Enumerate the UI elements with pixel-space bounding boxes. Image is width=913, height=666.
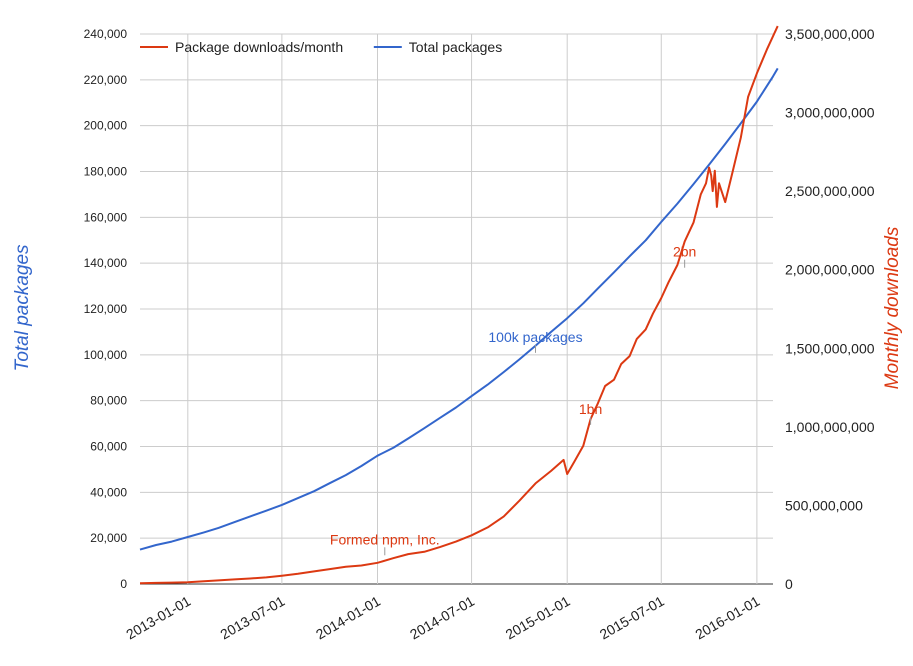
x-tick-label: 2014-01-01 (313, 593, 383, 643)
left-tick-label: 160,000 (84, 210, 128, 224)
x-tick-label: 2015-01-01 (503, 593, 573, 643)
legend-label: Package downloads/month (175, 39, 343, 55)
annotation-label: 2bn (673, 244, 696, 260)
right-tick-label: 0 (785, 576, 793, 592)
left-tick-label: 220,000 (84, 73, 128, 87)
annotation-layer: Formed npm, Inc. 100k packages 1bn 2bn (330, 244, 696, 556)
right-tick-label: 2,000,000,000 (785, 262, 875, 278)
right-tick-label: 3,500,000,000 (785, 26, 875, 42)
left-tick-label: 240,000 (84, 27, 128, 41)
right-tick-label: 2,500,000,000 (785, 183, 875, 199)
x-tick-label: 2014-07-01 (407, 593, 477, 643)
left-tick-label: 100,000 (84, 348, 128, 362)
right-tick-label: 1,000,000,000 (785, 419, 875, 435)
right-tick-label: 500,000,000 (785, 497, 863, 513)
x-tick-label: 2015-07-01 (597, 593, 667, 643)
left-tick-label: 80,000 (90, 394, 127, 408)
right-tick-label: 1,500,000,000 (785, 340, 875, 356)
left-tick-label: 20,000 (90, 531, 127, 545)
gridlines (140, 33, 773, 585)
x-axis-ticks: 2013-01-01 2013-07-01 2014-01-01 2014-07-01… (123, 593, 762, 643)
x-tick-label: 2013-07-01 (217, 593, 287, 643)
series-line-downloads (139, 25, 779, 585)
left-tick-label: 140,000 (84, 256, 128, 270)
series-line-total-packages (139, 67, 779, 551)
right-tick-label: 3,000,000,000 (785, 105, 875, 121)
legend-label: Total packages (409, 39, 502, 55)
left-tick-label: 60,000 (90, 440, 127, 454)
right-axis-ticks: 0 500,000,000 1,000,000,000 1,500,000,000 2,… (785, 26, 875, 592)
left-axis-ticks: 0 20,000 40,000 60,000 80,000 100,000 120,000 1… (84, 27, 128, 591)
x-tick-label: 2013-01-01 (123, 593, 193, 643)
left-tick-label: 120,000 (84, 302, 128, 316)
annotation-label: 1bn (579, 401, 602, 417)
annotation-label: Formed npm, Inc. (330, 531, 440, 547)
legend: Package downloads/month Total packages (140, 39, 502, 55)
legend-item: Total packages (373, 39, 502, 55)
legend-item: Package downloads/month (140, 39, 343, 55)
left-tick-label: 180,000 (84, 165, 128, 179)
x-tick-label: 2016-01-01 (692, 593, 762, 643)
left-axis-title: Total packages (12, 244, 33, 372)
left-tick-label: 200,000 (84, 119, 128, 133)
left-tick-label: 0 (120, 577, 127, 591)
series-layer (139, 25, 779, 585)
left-tick-label: 40,000 (90, 485, 127, 499)
annotation-label: 100k packages (488, 329, 582, 345)
right-axis-title: Monthly downloads (882, 226, 903, 389)
